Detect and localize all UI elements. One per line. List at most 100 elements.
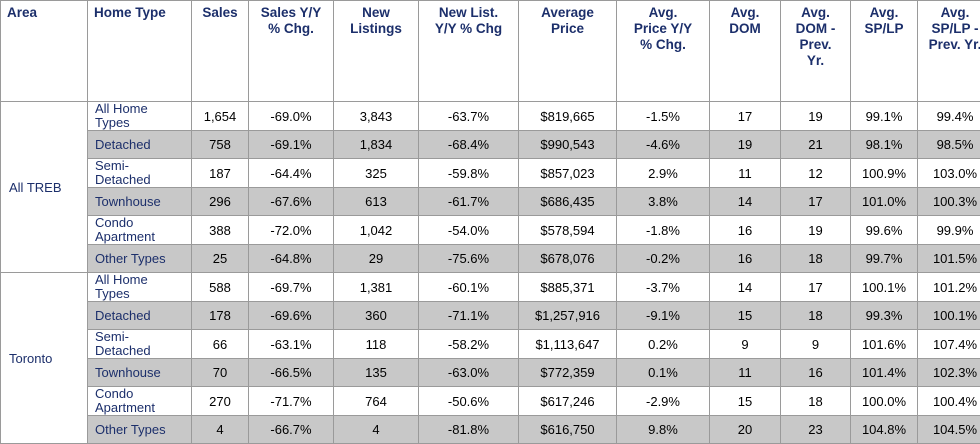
home-type-line: Condo [95,387,191,401]
home-type-line: Detached [95,309,191,323]
sales-cell: 187 [192,159,249,188]
sales-yy-cell: -69.0% [249,102,334,131]
new-listings-cell: 4 [334,416,419,444]
splp-prev-cell: 102.3% [918,359,980,387]
new-listings-cell: 613 [334,188,419,216]
home-type-line: Detached [95,344,191,358]
new-list-yy-cell: -50.6% [419,387,519,416]
home-type-line: Other Types [95,252,191,266]
home-type-cell: Detached [88,131,192,159]
splp-cell: 99.3% [851,302,918,330]
new-list-yy-cell: -81.8% [419,416,519,444]
splp-cell: 104.8% [851,416,918,444]
sales-cell: 4 [192,416,249,444]
dom-cell: 14 [710,188,781,216]
avg-price-cell: $1,257,916 [519,302,617,330]
new-list-yy-cell: -63.7% [419,102,519,131]
splp-cell: 101.4% [851,359,918,387]
avg-price-yy-cell: 3.8% [617,188,710,216]
dom-cell: 11 [710,159,781,188]
avg-price-cell: $990,543 [519,131,617,159]
new-listings-cell: 29 [334,245,419,273]
splp-cell: 99.6% [851,216,918,245]
splp-prev-cell: 99.9% [918,216,980,245]
avg-price-cell: $819,665 [519,102,617,131]
home-type-line: Detached [95,138,191,152]
splp-cell: 101.6% [851,330,918,359]
home-type-line: Detached [95,173,191,187]
splp-cell: 99.7% [851,245,918,273]
splp-cell: 98.1% [851,131,918,159]
new-listings-cell: 3,843 [334,102,419,131]
new-listings-cell: 764 [334,387,419,416]
sales-cell: 1,654 [192,102,249,131]
header-avg-dom: Avg.DOM [710,1,781,102]
avg-price-yy-cell: 0.2% [617,330,710,359]
sales-cell: 758 [192,131,249,159]
sales-cell: 296 [192,188,249,216]
avg-price-yy-cell: 9.8% [617,416,710,444]
avg-price-yy-cell: -2.9% [617,387,710,416]
dom-cell: 14 [710,273,781,302]
sales-cell: 270 [192,387,249,416]
avg-price-yy-cell: 0.1% [617,359,710,387]
new-list-yy-cell: -58.2% [419,330,519,359]
new-listings-cell: 360 [334,302,419,330]
home-type-line: Townhouse [95,366,191,380]
splp-prev-cell: 100.4% [918,387,980,416]
sales-cell: 178 [192,302,249,330]
sales-cell: 66 [192,330,249,359]
splp-prev-cell: 103.0% [918,159,980,188]
home-type-line: Semi- [95,330,191,344]
dom-cell: 15 [710,387,781,416]
dom-prev-cell: 19 [781,102,851,131]
dom-cell: 20 [710,416,781,444]
new-listings-cell: 325 [334,159,419,188]
home-type-cell: Detached [88,302,192,330]
sales-yy-cell: -66.7% [249,416,334,444]
splp-cell: 99.1% [851,102,918,131]
avg-price-yy-cell: -4.6% [617,131,710,159]
home-type-line: Apartment [95,401,191,415]
home-type-line: All Home [95,102,191,116]
new-list-yy-cell: -63.0% [419,359,519,387]
dom-prev-cell: 16 [781,359,851,387]
home-type-line: Condo [95,216,191,230]
splp-prev-cell: 101.5% [918,245,980,273]
sales-yy-cell: -66.5% [249,359,334,387]
splp-cell: 100.0% [851,387,918,416]
avg-price-yy-cell: -3.7% [617,273,710,302]
dom-cell: 16 [710,245,781,273]
area-cell: Toronto [1,273,88,444]
header-row: Area Home Type Sales Sales Y/Y% Chg. New… [1,1,980,102]
avg-price-cell: $1,113,647 [519,330,617,359]
new-listings-cell: 1,834 [334,131,419,159]
new-list-yy-cell: -68.4% [419,131,519,159]
home-type-line: Townhouse [95,195,191,209]
new-list-yy-cell: -54.0% [419,216,519,245]
sales-yy-cell: -69.6% [249,302,334,330]
new-list-yy-cell: -59.8% [419,159,519,188]
sales-yy-cell: -67.6% [249,188,334,216]
sales-yy-cell: -72.0% [249,216,334,245]
splp-prev-cell: 104.5% [918,416,980,444]
new-list-yy-cell: -60.1% [419,273,519,302]
splp-prev-cell: 98.5% [918,131,980,159]
sales-yy-cell: -63.1% [249,330,334,359]
home-type-cell: Townhouse [88,188,192,216]
sales-cell: 25 [192,245,249,273]
